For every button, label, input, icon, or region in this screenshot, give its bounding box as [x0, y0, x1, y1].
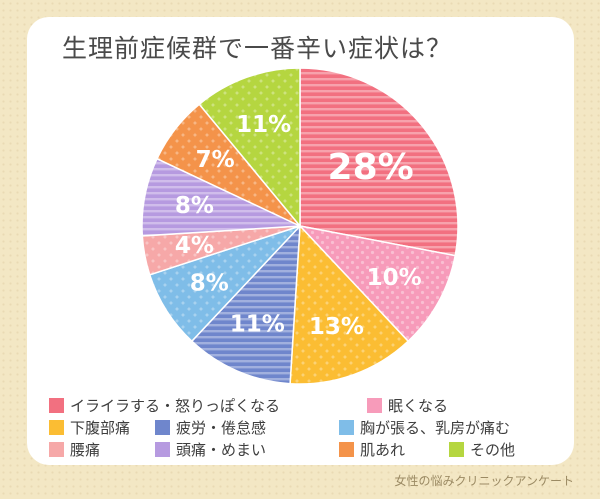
pie-slice-4: [190, 223, 301, 385]
data-label-3: 13%: [309, 314, 364, 340]
legend-swatch-4: [155, 419, 170, 435]
legend-swatch-2: [367, 397, 382, 413]
data-label-5: 8%: [190, 271, 229, 297]
data-label-1: 28%: [328, 147, 414, 188]
data-label-2: 10%: [367, 265, 422, 291]
legend-label-8: 肌あれ: [360, 440, 406, 459]
legend-label-1: イライラする・怒りっぽくなる: [70, 396, 281, 415]
pie-data-labels: 28%10%13%11%8%4%8%7%11%: [175, 112, 422, 340]
legend-label-5: 胸が張る、乳房が痛む: [360, 418, 511, 437]
legend-swatch-3: [49, 419, 64, 435]
legend-item-9: その他: [449, 439, 515, 459]
legend-swatch-5: [339, 419, 354, 435]
legend-label-3: 下腹部痛: [70, 418, 131, 437]
legend-item-4: 疲労・倦怠感: [155, 417, 266, 437]
pie-slices: [141, 67, 459, 385]
legend-item-3: 下腹部痛: [49, 417, 130, 437]
pie-slice-1: [299, 67, 459, 257]
legend-label-4: 疲労・倦怠感: [176, 418, 267, 437]
legend-item-2: 眠くなる: [367, 395, 448, 415]
data-label-4: 11%: [230, 312, 285, 338]
legend-swatch-6: [49, 441, 64, 457]
data-label-8: 7%: [196, 147, 235, 173]
legend-swatch-8: [339, 441, 354, 457]
legend-swatch-1: [49, 397, 64, 413]
legend-swatch-9: [449, 441, 464, 457]
pie-slice-9: [198, 67, 301, 229]
legend-label-9: その他: [470, 440, 516, 459]
legend-item-5: 胸が張る、乳房が痛む: [339, 417, 510, 437]
pie-slice-2: [297, 224, 457, 343]
chart-title: 生理前症候群で一番辛い症状は？: [62, 34, 453, 63]
pie-slice-3: [289, 224, 410, 385]
legend-label-7: 頭痛・めまい: [176, 440, 267, 459]
chart-legend: イライラする・怒りっぽくなる 眠くなる下腹部痛 疲労・倦怠感 胸が張る、乳房が痛む腰痛…: [49, 395, 569, 461]
legend-item-8: 肌あれ: [339, 439, 405, 459]
legend-swatch-7: [155, 441, 170, 457]
legend-label-2: 眠くなる: [388, 396, 449, 415]
data-label-9: 11%: [236, 112, 291, 138]
legend-item-1: イライラする・怒りっぽくなる: [49, 395, 280, 415]
legend-item-7: 頭痛・めまい: [155, 439, 266, 459]
legend-item-6: 腰痛: [49, 439, 100, 459]
data-label-6: 4%: [175, 233, 214, 259]
data-label-7: 8%: [175, 193, 214, 219]
legend-label-6: 腰痛: [70, 440, 101, 459]
source-credit: 女性の悩みクリニックアンケート: [394, 474, 574, 488]
